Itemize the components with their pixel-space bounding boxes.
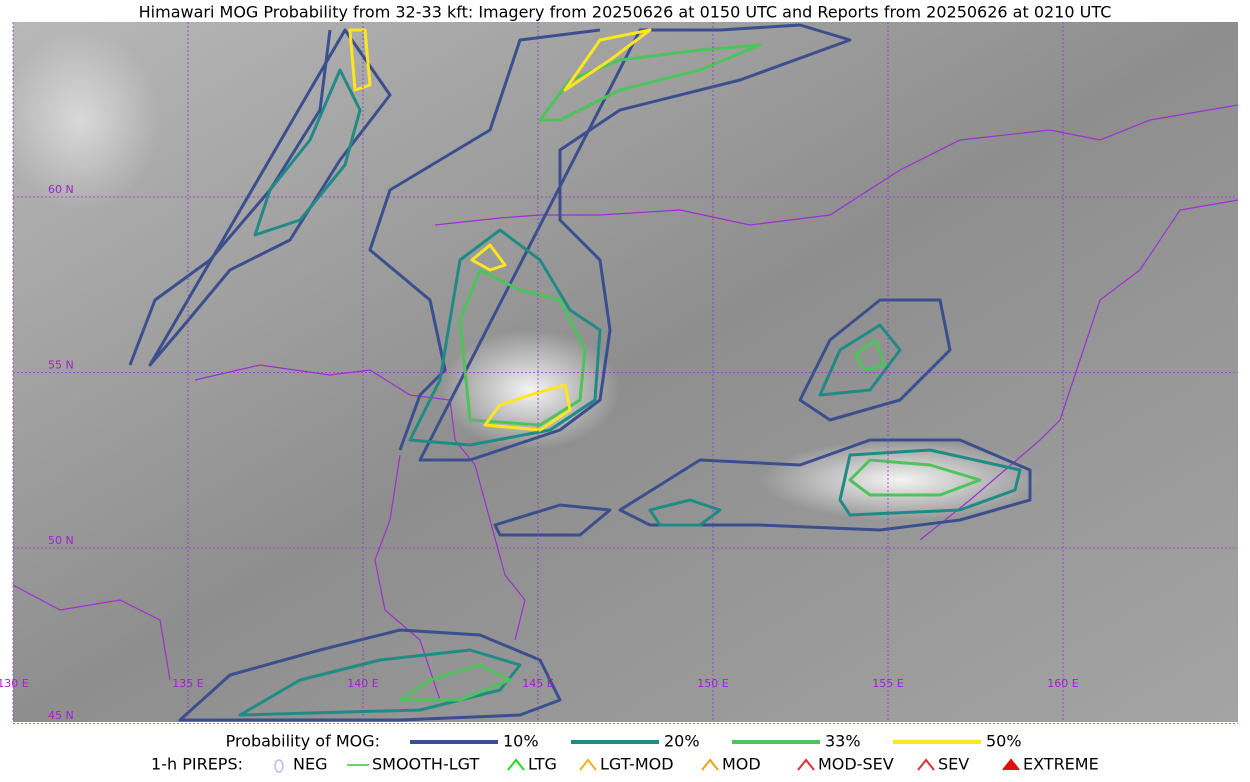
legend-title: 1-h PIREPS: (151, 755, 243, 774)
legend-marker (917, 758, 935, 771)
longitude-label: 145 E (522, 677, 553, 690)
legend-pireps: 1-h PIREPS: NEG SMOOTH-LGT LTG LGT-MOD MOD MO… (151, 755, 1099, 774)
contour-50 (348, 28, 652, 432)
legend-label: 10% (503, 732, 539, 751)
contour-33 (458, 43, 762, 427)
legend-label: LGT-MOD (600, 755, 674, 774)
contours (128, 23, 1032, 722)
cloud (0, 30, 160, 210)
legend-label: MOD (722, 755, 761, 774)
legend-marker (507, 758, 525, 771)
longitude-label: 140 E (347, 677, 378, 690)
legend-label: 20% (664, 732, 700, 751)
contour-10 (128, 28, 392, 367)
longitude-label: 130 E (0, 677, 29, 690)
legend-title: Probability of MOG: (226, 732, 380, 751)
graticule: 60 N 55 N 50 N 45 N 130 E 135 E 140 E 145 E 150 … (0, 22, 1238, 724)
latitude-label: 60 N (48, 183, 74, 196)
legend-label: EXTREME (1023, 755, 1099, 774)
contour-10 (368, 23, 852, 462)
legend-label: LTG (528, 755, 557, 774)
longitude-label: 160 E (1047, 677, 1078, 690)
satellite-image (13, 22, 1238, 722)
legend-label: MOD-SEV (818, 755, 894, 774)
latitude-label: 55 N (48, 359, 74, 372)
legend-marker (701, 758, 719, 771)
longitude-label: 135 E (172, 677, 203, 690)
longitude-label: 155 E (872, 677, 903, 690)
legend-label: 50% (986, 732, 1022, 751)
legend-marker (1002, 758, 1020, 771)
coastline (12, 104, 1239, 701)
longitude-label: 150 E (697, 677, 728, 690)
contour-20 (253, 68, 602, 447)
title: Himawari MOG Probability from 32-33 kft:… (139, 3, 1112, 22)
legend-label: SEV (938, 755, 969, 774)
legend-marker (797, 758, 815, 771)
legend-label: 33% (825, 732, 861, 751)
legend-label: SMOOTH-LGT (372, 755, 479, 774)
contour-10 (178, 298, 1032, 722)
legend-marker (579, 758, 597, 771)
map: 60 N 55 N 50 N 45 N 130 E 135 E 140 E 145 E 150 … (0, 22, 1239, 724)
legend-marker (274, 759, 284, 773)
legend-label: NEG (293, 755, 327, 774)
contour-20 (238, 323, 1022, 717)
latitude-label: 45 N (48, 709, 74, 722)
legend-probability: Probability of MOG: 10% 20% 33% 50% (226, 732, 1022, 751)
latitude-label: 50 N (48, 534, 74, 547)
contour-33 (398, 338, 982, 702)
